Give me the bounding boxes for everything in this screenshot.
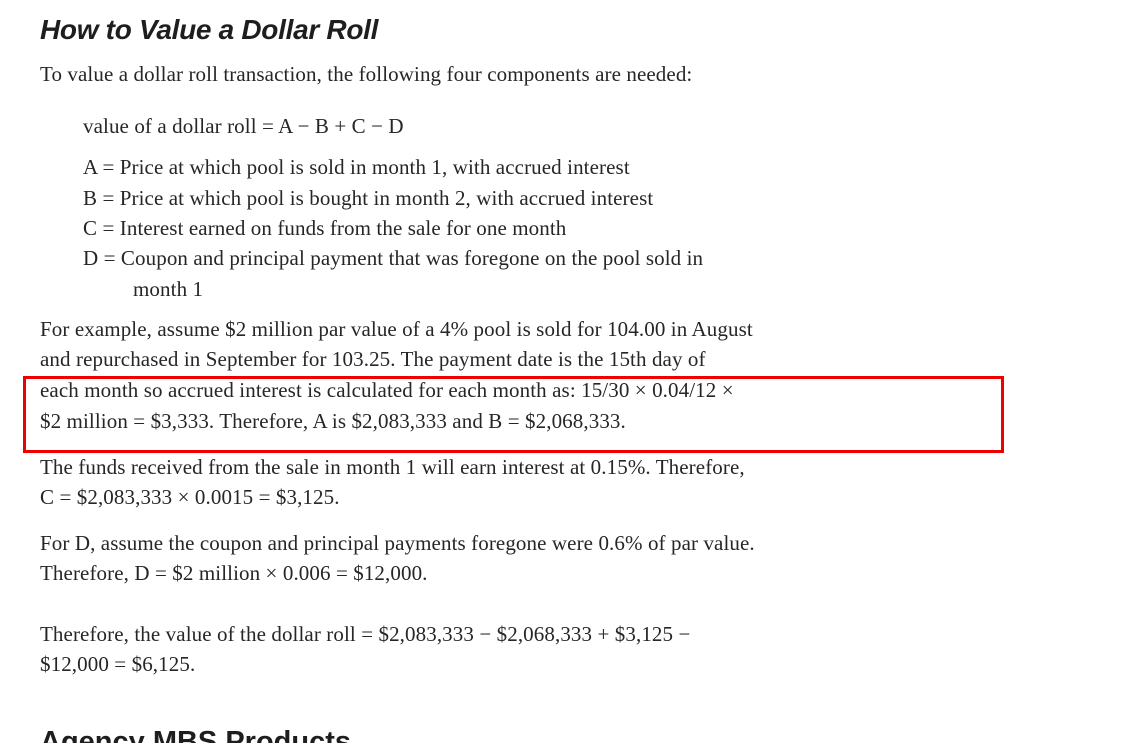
example-paragraph-line4: $2 million = $3,333. Therefore, A is $2,… (40, 409, 626, 433)
result-paragraph-line1: Therefore, the value of the dollar roll … (40, 622, 691, 646)
red-annotation-box (23, 376, 1004, 453)
example-paragraph-line3: each month so accrued interest is calcul… (40, 378, 734, 402)
coupon-paragraph-line2: Therefore, D = $2 million × 0.006 = $12,… (40, 561, 428, 585)
definition-a: A = Price at which pool is sold in month… (83, 155, 630, 179)
definition-c: C = Interest earned on funds from the sa… (83, 216, 567, 240)
definition-b: B = Price at which pool is bought in mon… (83, 186, 654, 210)
example-paragraph-line2: and repurchased in September for 103.25.… (40, 347, 706, 371)
section-heading: How to Value a Dollar Roll (40, 14, 379, 45)
next-section-heading: Agency MBS Products (40, 726, 351, 743)
funds-paragraph-line1: The funds received from the sale in mont… (40, 455, 745, 479)
funds-paragraph-line2: C = $2,083,333 × 0.0015 = $3,125. (40, 485, 340, 509)
definition-d-line1: D = Coupon and principal payment that wa… (83, 246, 704, 270)
example-paragraph-line1: For example, assume $2 million par value… (40, 317, 753, 341)
coupon-paragraph-line1: For D, assume the coupon and principal p… (40, 531, 755, 555)
definition-d-line2: month 1 (133, 277, 204, 301)
intro-paragraph: To value a dollar roll transaction, the … (40, 62, 693, 86)
result-paragraph-line2: $12,000 = $6,125. (40, 652, 196, 676)
formula-line: value of a dollar roll = A − B + C − D (83, 114, 404, 138)
